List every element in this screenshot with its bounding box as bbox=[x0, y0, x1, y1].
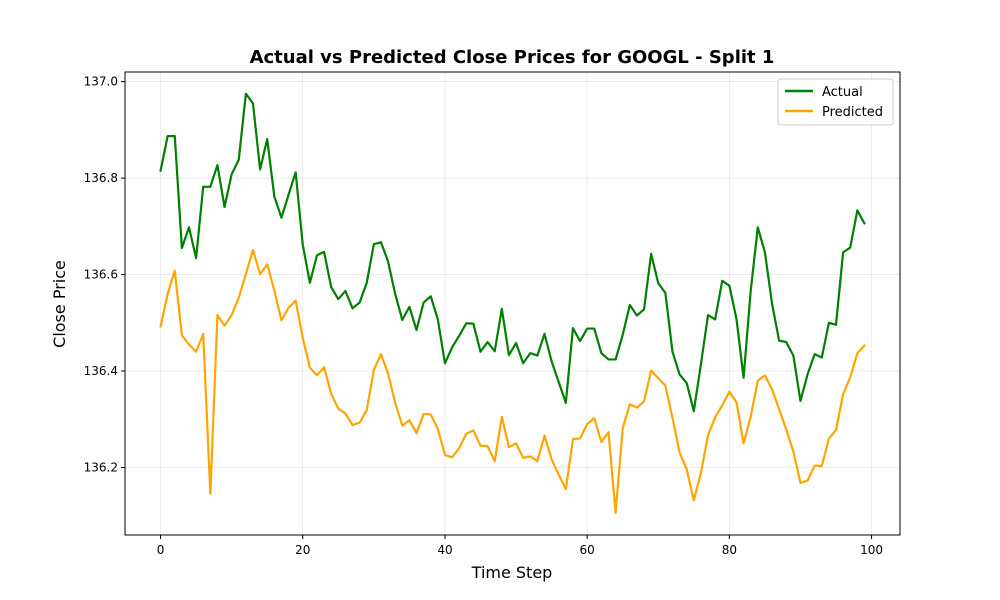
legend: Actual Predicted bbox=[777, 78, 894, 126]
legend-label-actual: Actual bbox=[822, 85, 863, 100]
x-tick-label: 60 bbox=[580, 543, 595, 557]
series-line-actual bbox=[159, 92, 866, 413]
plot-frame bbox=[124, 71, 901, 536]
y-tick-label: 137.0 bbox=[84, 75, 118, 89]
y-tick-label: 136.6 bbox=[84, 268, 118, 282]
x-tick-label: 0 bbox=[157, 543, 165, 557]
x-axis-label: Time Step bbox=[471, 563, 553, 582]
series-layer bbox=[159, 92, 866, 514]
x-tick-label: 20 bbox=[295, 543, 310, 557]
y-axis-label: Close Price bbox=[50, 260, 69, 348]
x-tick-label: 100 bbox=[860, 543, 883, 557]
axis-ticks: 0 20 40 60 80 100 136.2 136.4 136.6 136.8 137.0 bbox=[84, 75, 883, 557]
y-tick-label: 136.2 bbox=[84, 460, 118, 474]
legend-label-predicted: Predicted bbox=[822, 105, 883, 120]
y-tick-label: 136.8 bbox=[84, 171, 118, 185]
x-tick-label: 80 bbox=[722, 543, 737, 557]
x-tick-label: 40 bbox=[437, 543, 452, 557]
grid-lines bbox=[125, 72, 900, 535]
y-tick-label: 136.4 bbox=[84, 364, 118, 378]
chart-title: Actual vs Predicted Close Prices for GOO… bbox=[250, 47, 775, 68]
series-line-predicted bbox=[159, 248, 866, 514]
